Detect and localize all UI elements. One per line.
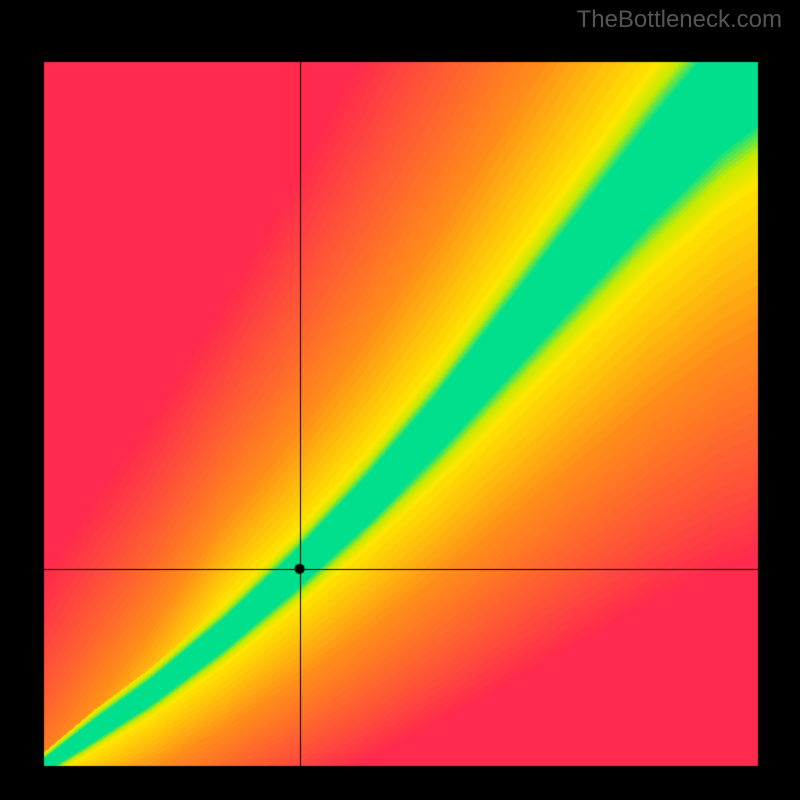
chart-container: TheBottleneck.com <box>0 0 800 800</box>
heatmap-canvas <box>0 0 800 800</box>
watermark-text: TheBottleneck.com <box>577 6 782 34</box>
